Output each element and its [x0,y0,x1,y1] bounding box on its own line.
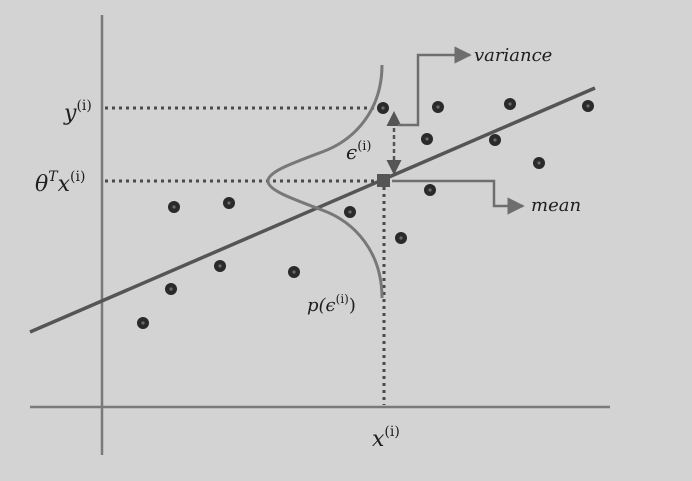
label-epsilon: ϵ(i) [346,139,372,164]
label-mean: mean [531,195,581,216]
label-theta-x: θTx(i) [35,169,85,197]
bell-curve [266,64,384,299]
epsilon-superscript: (i) [357,139,371,154]
mean-arrow-icon [392,179,525,215]
theta-base: θ [35,172,48,197]
label-y-i: y(i) [63,98,92,126]
dot-highlights [141,102,590,325]
p-open: p(ϵ [307,295,336,316]
y-i-superscript: (i) [76,98,91,114]
theta-x-superscript: (i) [70,169,85,185]
epsilon-base: ϵ [346,140,357,164]
regression-line [29,86,596,334]
data-points [137,98,594,329]
label-x-i: x(i) [372,424,400,452]
label-variance: variance [474,45,552,66]
mean-square-icon [377,174,390,187]
p-superscript: (i) [336,292,349,306]
theta-superscript: T [48,169,59,185]
label-p-epsilon: p(ϵ(i)) [307,292,356,316]
variance-arrow-icon [398,46,472,127]
x-i-base: x [372,427,385,452]
theta-x-base: x [58,172,71,197]
y-i-base: y [63,101,77,126]
x-i-superscript: (i) [384,424,399,440]
p-close: ) [349,295,356,316]
